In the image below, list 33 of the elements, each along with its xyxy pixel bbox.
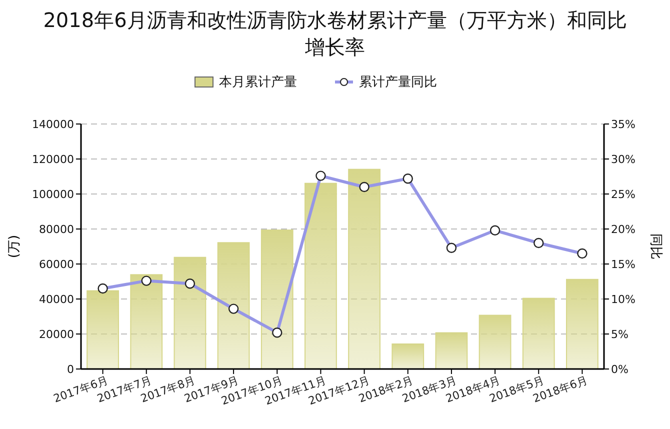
- y2-tick-label: 25%: [611, 188, 636, 201]
- y-tick-label: 100000: [32, 188, 74, 201]
- y-tick-label: 40000: [39, 293, 74, 306]
- bar: [392, 343, 424, 370]
- y2-tick-label: 20%: [611, 223, 636, 236]
- y-tick-label: 20000: [39, 328, 74, 341]
- y2-tick-label: 10%: [611, 293, 636, 306]
- chart-title: 2018年6月沥青和改性沥青防水卷材累计产量（万平方米）和同比增长率: [43, 8, 627, 59]
- y2-tick-label: 15%: [611, 258, 636, 271]
- bar: [304, 182, 337, 370]
- bar: [86, 290, 119, 370]
- bar: [435, 332, 468, 370]
- bar: [478, 314, 512, 370]
- y-axis-title: (万): [7, 234, 22, 258]
- y2-tick-label: 30%: [611, 153, 636, 166]
- y2-tick-label: 35%: [611, 118, 636, 131]
- bar: [130, 274, 163, 370]
- legend-label: 本月累计产量: [219, 75, 297, 90]
- bar: [522, 298, 555, 370]
- bar: [174, 256, 206, 370]
- y2-tick-label: 5%: [611, 328, 628, 341]
- y-tick-label: 120000: [32, 153, 74, 166]
- y-tick-label: 0: [67, 363, 74, 376]
- y2-axis-title: 同比: [648, 234, 663, 260]
- y-tick-label: 60000: [39, 258, 74, 271]
- bar: [217, 242, 250, 370]
- bar: [260, 230, 294, 370]
- bar: [566, 278, 598, 370]
- y2-tick-label: 0%: [611, 363, 628, 376]
- y-tick-label: 80000: [39, 223, 74, 236]
- bar: [348, 168, 380, 370]
- legend-label: 累计产量同比: [359, 75, 437, 90]
- y-tick-label: 140000: [32, 118, 74, 131]
